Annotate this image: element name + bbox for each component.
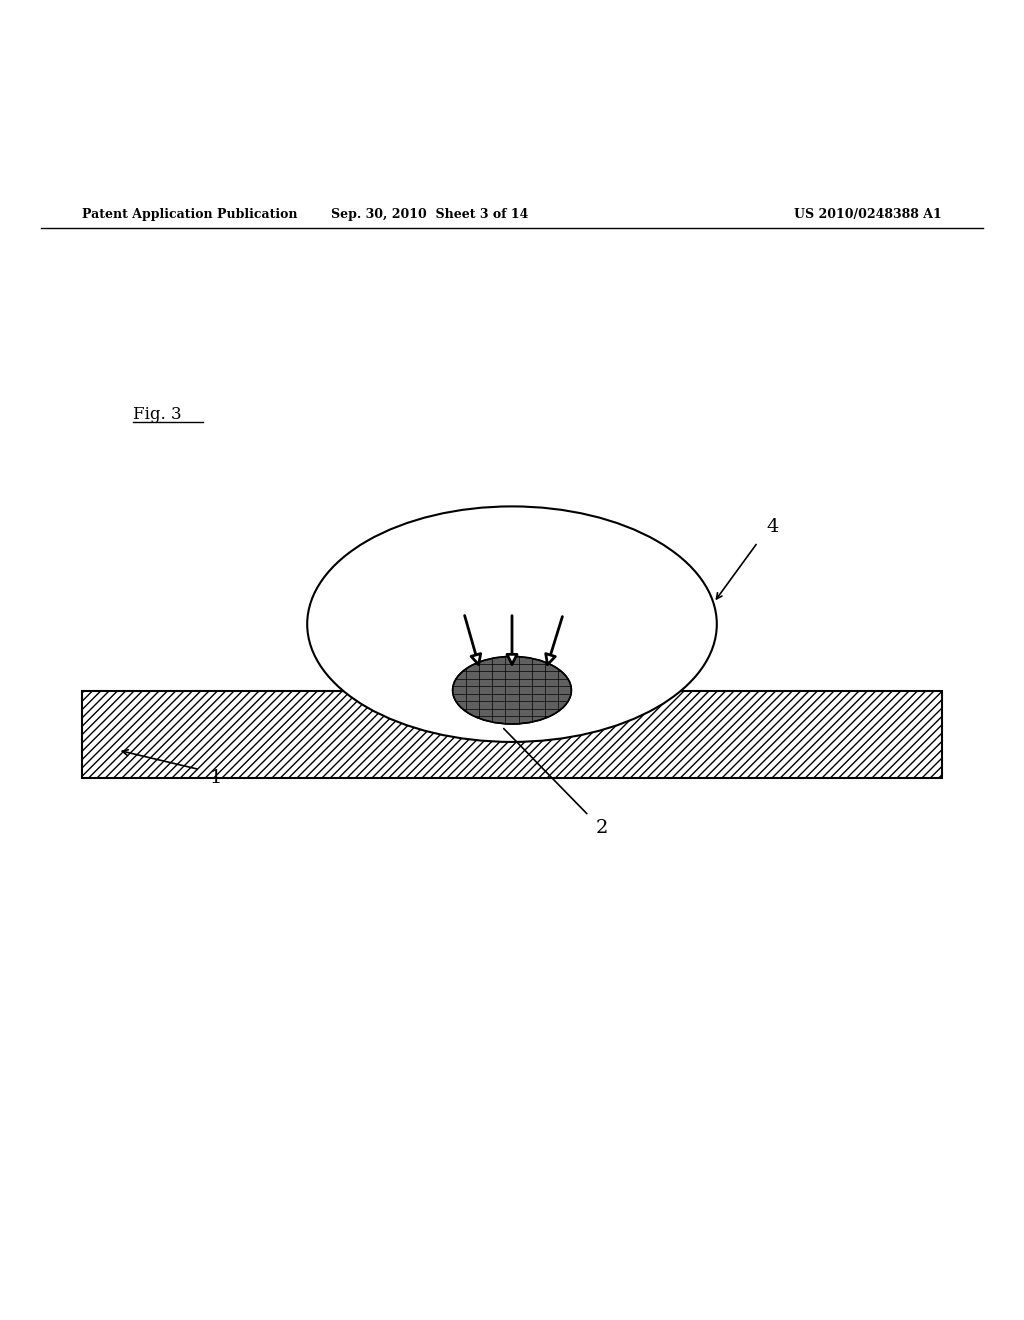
Ellipse shape bbox=[453, 656, 571, 723]
Text: Sep. 30, 2010  Sheet 3 of 14: Sep. 30, 2010 Sheet 3 of 14 bbox=[332, 209, 528, 220]
Text: 2: 2 bbox=[596, 818, 608, 837]
Bar bbox=[82, 690, 942, 777]
Text: Patent Application Publication: Patent Application Publication bbox=[82, 209, 297, 220]
Text: US 2010/0248388 A1: US 2010/0248388 A1 bbox=[795, 209, 942, 220]
Text: 4: 4 bbox=[766, 517, 778, 536]
Text: Fig. 3: Fig. 3 bbox=[133, 405, 181, 422]
Text: 1: 1 bbox=[210, 768, 222, 787]
Ellipse shape bbox=[307, 507, 717, 742]
